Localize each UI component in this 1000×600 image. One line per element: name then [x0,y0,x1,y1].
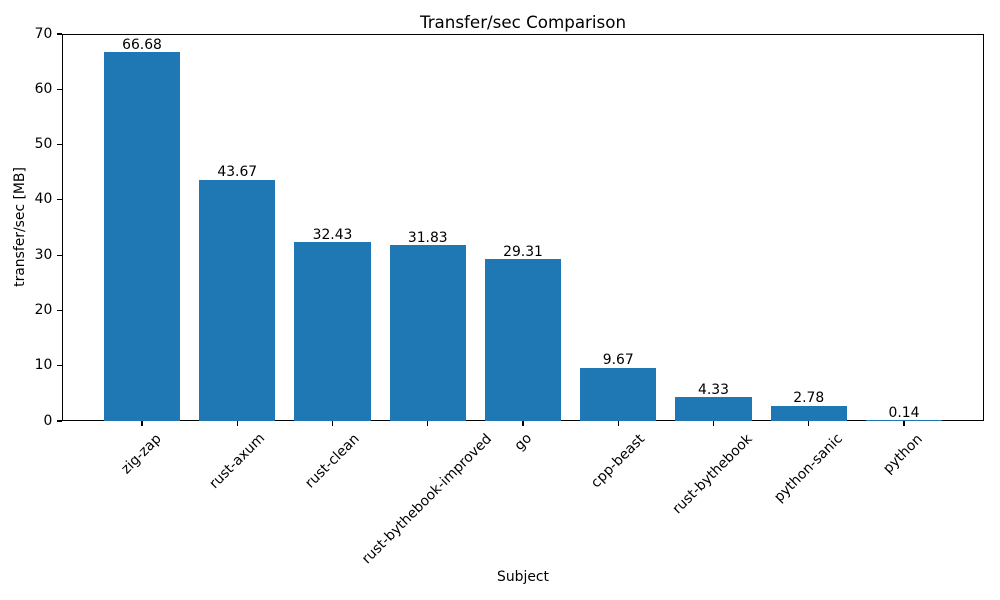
y-tick-label: 10 [34,357,53,374]
bar-value-label: 4.33 [698,381,729,398]
bar [770,405,847,421]
x-axis-label: Subject [497,569,549,585]
bar-value-label: 66.68 [122,37,162,54]
x-tick [617,421,619,426]
y-tick-label: 20 [34,301,53,318]
bar-value-label: 9.67 [602,352,634,369]
bar-value-label: 32.43 [312,226,353,243]
x-tick [903,421,905,426]
y-tick-label: 60 [34,80,53,97]
x-tick-label: python-sanic [770,430,846,506]
y-tick-label: 70 [34,25,53,42]
y-tick-label: 40 [34,191,53,208]
x-tick [331,421,334,426]
bar [103,52,181,421]
bar-value-label: 2.78 [793,390,825,407]
x-tick [522,421,524,426]
x-tick-label: rust-clean [301,430,363,492]
bar [294,241,371,421]
x-tick-label: rust-bythebook [669,430,757,517]
y-axis-label: transfer/sec [MB] [12,167,28,287]
y-tick-label: 50 [34,136,53,153]
bar [865,420,943,421]
chart-title: Transfer/sec Comparison [419,12,627,32]
bar-value-label: 31.83 [407,229,448,246]
y-tick [57,309,62,312]
y-tick [57,420,62,422]
bar-value-label: 43.67 [217,164,258,181]
x-tick [808,421,810,426]
x-tick [427,421,429,426]
x-tick-label: python [880,430,927,477]
x-tick-label: rust-axum [206,430,268,493]
bar [675,397,752,421]
bar [484,258,562,421]
bar [389,245,466,421]
y-tick [57,88,62,90]
y-tick-label: 30 [34,246,53,263]
y-tick [57,365,62,367]
y-tick [57,199,62,201]
x-tick [141,421,143,426]
x-tick [236,421,238,426]
y-tick [57,254,62,256]
x-tick [712,421,715,426]
bar-value-label: 0.14 [888,405,920,422]
y-tick-label: 0 [43,412,53,429]
y-tick [57,33,62,35]
x-tick-label: cpp-beast [587,430,648,491]
x-tick-label: go [511,430,535,455]
y-tick [57,144,62,146]
x-tick-label: zig-zap [118,430,165,478]
bar-value-label: 29.31 [503,243,543,260]
bar [199,179,276,421]
bar [580,367,657,421]
x-tick-label: rust-bythebook-improved [359,430,496,568]
